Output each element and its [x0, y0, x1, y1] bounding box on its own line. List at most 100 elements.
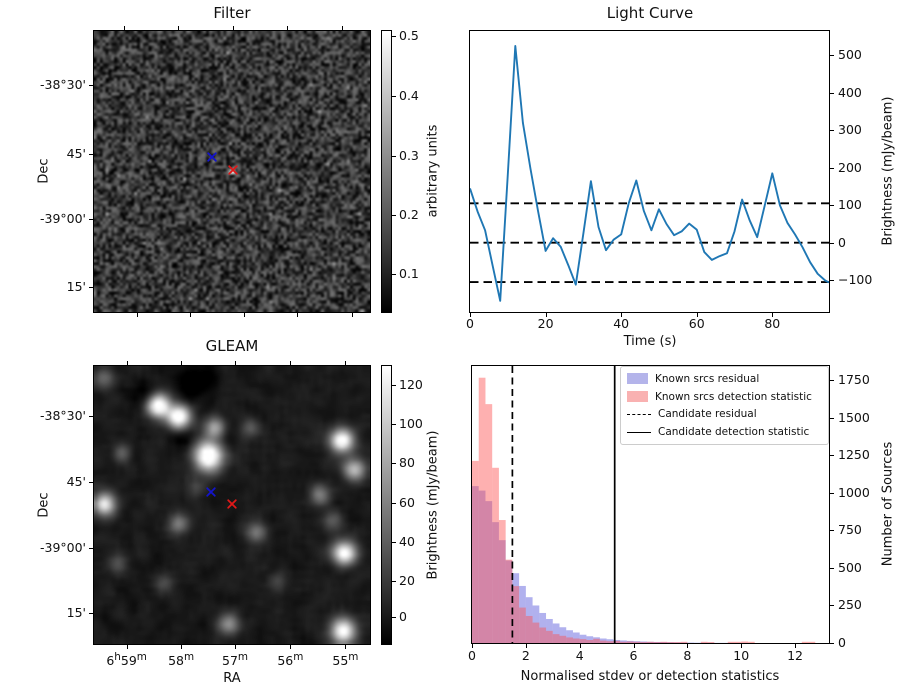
detstat-hist-bar: [505, 559, 513, 643]
histogram-legend: Known srcs residual Known srcs detection…: [620, 366, 829, 445]
gleam-colorbar-tick-label: 60: [399, 494, 415, 510]
residual-hist-bar: [505, 560, 513, 643]
filter-xtick-top: [287, 26, 289, 30]
filter-image-panel: [93, 30, 371, 313]
legend-item-known-detstat: Known srcs detection statistic: [627, 391, 822, 403]
filter-xtick-top: [342, 26, 344, 30]
gleam-colorbar-tick: [392, 502, 396, 504]
solid-line-swatch: [627, 431, 651, 433]
histogram-ytick: [830, 567, 834, 569]
gleam-xtick-top: [235, 361, 237, 365]
light-curve-xtick-label: 40: [613, 316, 630, 331]
filter-xtick: [190, 313, 192, 317]
detstat-hist-bar: [572, 638, 580, 643]
detstat-hist-bar: [801, 641, 809, 643]
histogram-ytick-label: 1500: [838, 409, 870, 425]
known-source-marker-x-icon: [207, 152, 217, 162]
light-curve-xtick-label: 20: [537, 316, 554, 331]
gleam-colorbar-tick: [392, 580, 396, 582]
light-curve-ytick: [830, 92, 834, 94]
light-curve-ytick-label: 500: [838, 47, 862, 63]
filter-colorbar-tick-label: 0.4: [399, 87, 419, 103]
light-curve-ytick: [830, 205, 834, 207]
residual-hist-bar: [478, 490, 486, 643]
light-curve-ytick-label: 100: [838, 197, 862, 213]
light-curve-series: [470, 45, 829, 302]
detstat-hist-bar: [566, 637, 573, 643]
residual-hist-bar: [673, 642, 681, 643]
gleam-xtick-label: 55m: [332, 651, 359, 669]
histogram-xtick-label: 12: [787, 648, 804, 663]
gleam-xtick: [181, 645, 183, 649]
detstat-hist-bar: [700, 641, 708, 643]
candidate-marker-x-icon: [227, 499, 237, 509]
pink-patch-swatch: [627, 391, 648, 403]
histogram-ytick: [830, 530, 834, 532]
histogram-ytick: [830, 643, 834, 644]
light-curve-xtick: [470, 313, 471, 317]
detstat-hist-bar: [626, 641, 634, 643]
legend-label: Candidate detection statistic: [658, 426, 810, 439]
filter-ytick: [89, 219, 93, 221]
candidate-marker-x-icon: [228, 165, 239, 175]
residual-hist-bar: [647, 641, 654, 643]
legend-item-candidate-detstat: Candidate detection statistic: [627, 426, 822, 438]
detstat-hist-bar: [613, 640, 621, 643]
residual-hist-bar: [512, 573, 520, 643]
residual-hist-bar: [613, 640, 621, 643]
gleam-xtick-label: 57m: [222, 651, 249, 669]
gleam-colorbar-tick-label: 80: [399, 455, 415, 471]
residual-hist-bar: [559, 627, 567, 643]
residual-hist-bar: [546, 618, 553, 643]
detstat-hist-bar: [734, 641, 742, 643]
gleam-colorbar-tick-label: 20: [399, 572, 415, 588]
light-curve-ytick: [830, 242, 834, 244]
histogram-ylabel: Number of Sources: [880, 441, 896, 567]
filter-xtick-top: [232, 26, 234, 30]
light-curve-ytick: [830, 280, 834, 282]
filter-colorbar-tick-label: 0.2: [399, 206, 419, 222]
filter-xtick-top: [124, 26, 126, 30]
detstat-hist-bar: [653, 642, 661, 643]
histogram-xtick-label: 0: [468, 648, 476, 663]
histogram-xtick: [579, 644, 581, 648]
residual-hist-bar: [667, 642, 674, 643]
light-curve-xtick-label: 0: [466, 316, 474, 331]
detstat-hist-bar: [741, 641, 748, 643]
residual-hist-bar: [620, 640, 627, 643]
gleam-xtick-label: 56m: [277, 651, 304, 669]
filter-xtick: [136, 313, 138, 317]
detstat-hist-bar: [498, 520, 506, 643]
detstat-hist-bar: [492, 467, 499, 643]
histogram-ytick-label: 250: [838, 597, 862, 613]
gleam-colorbar-tick-label: 100: [399, 416, 423, 432]
light-curve-ytick-label: 200: [838, 159, 862, 175]
filter-colorbar-tick-label: 0.5: [399, 27, 419, 43]
gleam-xlabel: RA: [223, 671, 241, 686]
filter-colorbar-tick-label: 0.1: [399, 265, 419, 281]
residual-hist-bar: [532, 605, 540, 643]
light-curve-ytick: [830, 55, 834, 57]
detstat-hist-bar: [606, 641, 614, 643]
filter-colorbar-tick: [392, 155, 396, 157]
light-curve-xtick-label: 80: [764, 316, 781, 331]
histogram-ytick-label: 0: [838, 635, 846, 650]
detstat-hist-bar: [593, 638, 600, 643]
gleam-colorbar-tick: [392, 384, 396, 386]
filter-xtick: [243, 313, 245, 317]
residual-hist-bar: [640, 641, 647, 643]
detstat-hist-bar: [552, 634, 560, 643]
detstat-hist-bar: [660, 641, 668, 643]
detstat-hist-bar: [512, 586, 520, 643]
detstat-hist-bar: [525, 615, 533, 643]
detstat-hist-bar: [680, 641, 688, 643]
histogram-ytick-label: 1750: [838, 372, 870, 388]
detstat-hist-bar: [707, 642, 715, 643]
residual-hist-bar: [599, 638, 607, 643]
gleam-xtick-top: [345, 361, 347, 365]
light-curve-ytick-label: 400: [838, 84, 862, 100]
light-curve-ytick: [830, 167, 834, 169]
blue-patch-swatch: [627, 373, 648, 385]
filter-ytick: [89, 154, 93, 156]
